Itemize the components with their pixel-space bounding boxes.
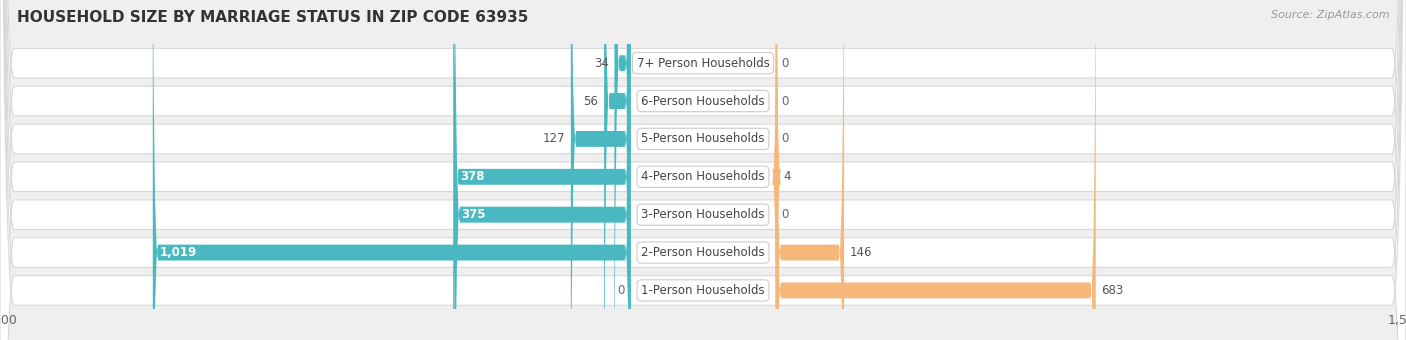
Text: 1,019: 1,019 xyxy=(160,246,197,259)
FancyBboxPatch shape xyxy=(454,0,630,340)
Text: 146: 146 xyxy=(849,246,872,259)
FancyBboxPatch shape xyxy=(453,0,630,340)
Text: 4: 4 xyxy=(783,170,790,183)
FancyBboxPatch shape xyxy=(571,0,630,340)
Text: 34: 34 xyxy=(593,57,609,70)
Text: 56: 56 xyxy=(583,95,599,107)
Text: 5-Person Households: 5-Person Households xyxy=(641,132,765,146)
Text: 0: 0 xyxy=(617,284,624,297)
FancyBboxPatch shape xyxy=(776,0,1095,340)
Text: 127: 127 xyxy=(543,132,565,146)
Text: 0: 0 xyxy=(782,57,789,70)
Text: 1-Person Households: 1-Person Households xyxy=(641,284,765,297)
Text: 3-Person Households: 3-Person Households xyxy=(641,208,765,221)
FancyBboxPatch shape xyxy=(153,0,630,340)
Text: 378: 378 xyxy=(460,170,485,183)
Text: 683: 683 xyxy=(1101,284,1123,297)
FancyBboxPatch shape xyxy=(776,0,844,340)
Text: 7+ Person Households: 7+ Person Households xyxy=(637,57,769,70)
Text: 4-Person Households: 4-Person Households xyxy=(641,170,765,183)
FancyBboxPatch shape xyxy=(614,0,630,340)
Text: 0: 0 xyxy=(782,95,789,107)
Text: Source: ZipAtlas.com: Source: ZipAtlas.com xyxy=(1271,10,1389,20)
Text: 0: 0 xyxy=(782,132,789,146)
Text: 0: 0 xyxy=(782,208,789,221)
Text: 2-Person Households: 2-Person Households xyxy=(641,246,765,259)
Text: HOUSEHOLD SIZE BY MARRIAGE STATUS IN ZIP CODE 63935: HOUSEHOLD SIZE BY MARRIAGE STATUS IN ZIP… xyxy=(17,10,529,25)
Text: 6-Person Households: 6-Person Households xyxy=(641,95,765,107)
FancyBboxPatch shape xyxy=(772,0,782,340)
FancyBboxPatch shape xyxy=(605,0,630,340)
Text: 375: 375 xyxy=(461,208,486,221)
